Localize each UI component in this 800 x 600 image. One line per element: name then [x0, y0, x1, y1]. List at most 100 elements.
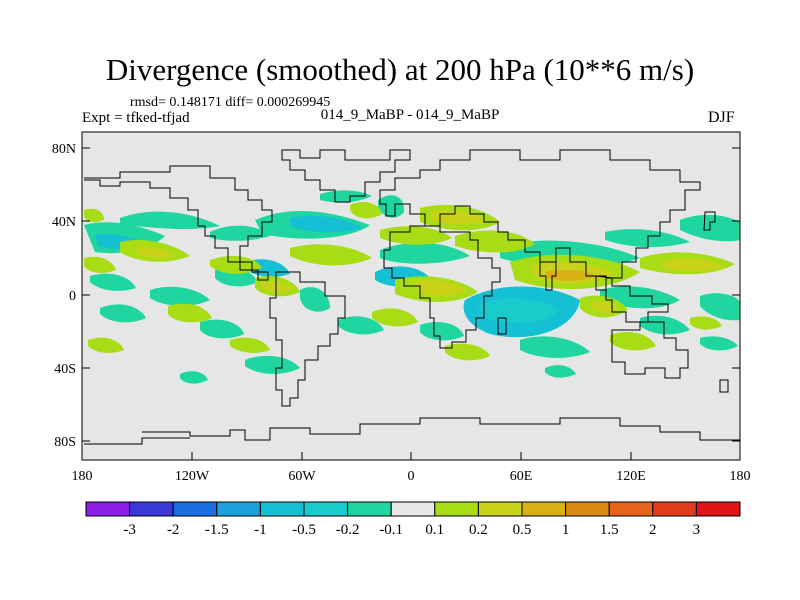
colorbar-label: -1: [254, 522, 267, 538]
field-region: [210, 225, 270, 241]
field-region: [230, 337, 270, 353]
field-region: [320, 190, 372, 203]
colorbar-swatch: [695, 501, 741, 517]
field-region: [300, 287, 330, 312]
colorbar-swatch: [477, 501, 523, 517]
coastlines: [84, 149, 740, 445]
field-region: [610, 332, 656, 351]
colorbar-label: -1.5: [205, 522, 229, 538]
divergence-field: [84, 190, 740, 384]
lat-tick-label: 80S: [54, 435, 76, 450]
field-region: [350, 201, 382, 219]
field-region: [290, 244, 372, 266]
field-region: [200, 319, 244, 339]
colorbar-swatch: [216, 501, 261, 517]
colorbar-label: -0.1: [379, 522, 403, 538]
field-region: [372, 308, 418, 327]
colorbar-swatch: [434, 501, 479, 517]
field-region: [245, 355, 300, 374]
lon-tick-label: 120W: [175, 469, 210, 484]
coastline-australia: [611, 321, 689, 379]
comparison-label: 014_9_MaBP - 014_9_MaBP: [320, 107, 500, 123]
lat-tick-labels: 80N 40N 0 40S 80S: [52, 142, 76, 450]
lon-tick-label: 180: [730, 469, 751, 484]
map-title: Divergence (smoothed) at 200 hPa (10**6 …: [105, 52, 695, 87]
colorbar-label: 2: [649, 522, 657, 538]
coastline-antarctica: [142, 417, 740, 441]
field-region: [290, 215, 362, 233]
colorbar-swatch: [565, 501, 610, 517]
field-region: [415, 280, 466, 297]
field-region: [378, 195, 405, 218]
colorbar-swatch: [129, 501, 174, 517]
lon-tick-label: 0: [408, 469, 415, 484]
field-region: [84, 208, 104, 223]
colorbar-swatch: [390, 501, 436, 517]
stats-line: rmsd= 0.148171 diff= 0.000269945: [130, 95, 331, 110]
colorbar-swatch: [608, 501, 654, 517]
lat-tick-label: 80N: [52, 142, 76, 157]
colorbar-swatch: [259, 501, 305, 517]
field-region: [380, 242, 470, 264]
coastline-se-asia: [595, 275, 669, 323]
colorbar-label: 0.2: [469, 522, 488, 538]
field-region: [478, 298, 560, 323]
colorbar-swatch: [652, 501, 697, 517]
lon-tick-labels: 180 120W 60W 0 60E 120E 180: [72, 469, 751, 484]
field-region: [660, 258, 724, 272]
field-region: [90, 273, 136, 291]
colorbar-label: 0.1: [425, 522, 444, 538]
colorbar-swatch: [85, 501, 131, 517]
coastline-antarctic-edge: [84, 437, 190, 445]
field-region: [135, 247, 176, 259]
lat-axis: [82, 147, 740, 442]
lon-tick-label: 120E: [616, 469, 646, 484]
field-region: [88, 337, 124, 353]
colorbar: -3 -2 -1.5 -1 -0.5 -0.2 -0.1 0.1 0.2 0.5 1 1.5 2 3: [85, 501, 741, 538]
field-region: [640, 315, 690, 335]
field-region: [420, 322, 464, 341]
field-region: [210, 255, 262, 274]
lat-tick-label: 40S: [54, 362, 76, 377]
lon-tick-label: 60W: [288, 469, 316, 484]
colorbar-label: 1: [562, 522, 570, 538]
lon-tick-label: 180: [72, 469, 93, 484]
field-region: [545, 269, 598, 281]
coastline-new-zealand: [719, 379, 729, 393]
coastline-greenland-arctic: [281, 149, 411, 203]
field-region: [380, 226, 452, 245]
colorbar-label: -0.2: [336, 522, 360, 538]
field-region: [455, 230, 535, 253]
colorbar-label: 1.5: [600, 522, 619, 538]
coastline-india: [539, 261, 557, 291]
field-region: [168, 303, 212, 323]
field-region: [100, 304, 146, 323]
colorbar-label: 0.5: [513, 522, 532, 538]
colorbar-swatch: [521, 501, 567, 517]
field-region: [545, 365, 576, 378]
colorbar-swatch: [347, 501, 392, 517]
lon-axis: [81, 452, 741, 460]
season-label: DJF: [708, 109, 735, 126]
field-region: [150, 286, 210, 306]
coastline-africa: [383, 225, 501, 349]
colorbar-label: -0.5: [292, 522, 316, 538]
field-region: [690, 316, 722, 330]
field-region: [700, 336, 738, 351]
colorbar-label: 3: [693, 522, 701, 538]
colorbar-swatch: [172, 501, 218, 517]
coastline-japan: [703, 211, 716, 231]
colorbar-label: -3: [123, 522, 136, 538]
coastline-madagascar: [497, 317, 507, 335]
field-region: [180, 371, 208, 384]
field-region: [520, 336, 590, 358]
lon-tick-label: 60E: [510, 469, 533, 484]
coastline-north-america: [84, 165, 273, 281]
field-region: [700, 293, 740, 321]
field-region: [338, 316, 384, 335]
lat-tick-label: 40N: [52, 215, 76, 230]
field-region: [84, 256, 116, 273]
experiment-label: Expt = tfked-tfjad: [82, 110, 190, 126]
field-region: [120, 211, 220, 230]
colorbar-label: -2: [167, 522, 180, 538]
